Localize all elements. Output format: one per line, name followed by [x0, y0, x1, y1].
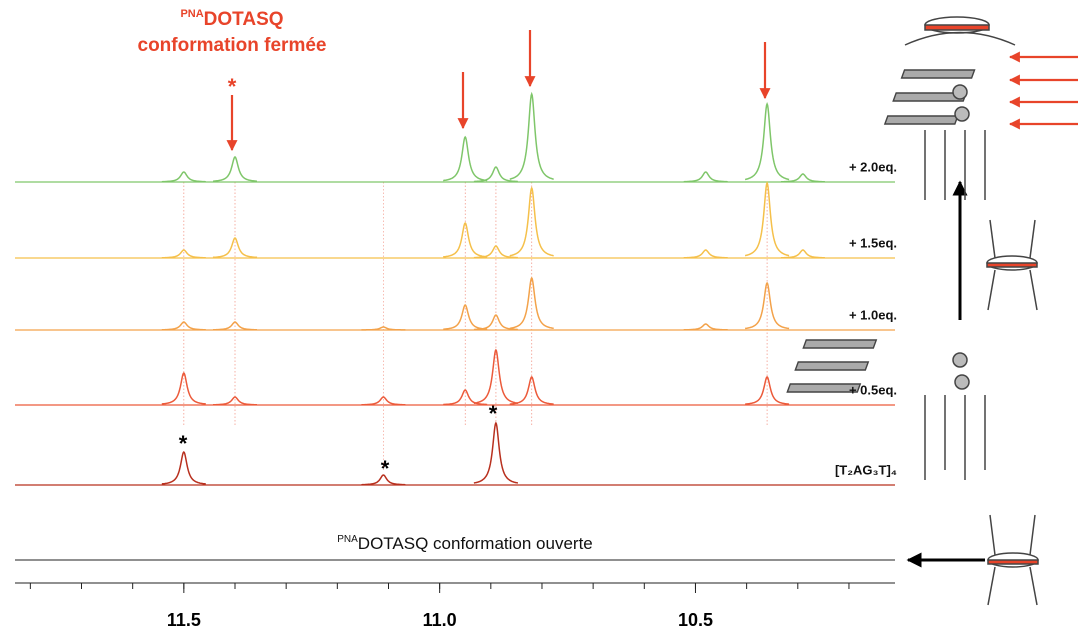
peak	[473, 245, 518, 259]
asterisks: * * *	[179, 401, 498, 481]
peak	[213, 156, 257, 182]
spectrum-label: [T₂AG₃T]₄	[835, 462, 897, 477]
peak	[443, 304, 488, 330]
peak	[509, 91, 554, 180]
superscript: PNA	[180, 8, 203, 20]
annotation-text: DOTASQ	[204, 9, 284, 30]
spectrum-label: + 0.5eq.	[849, 382, 897, 397]
peak	[161, 450, 206, 485]
peak	[744, 102, 790, 181]
peak	[509, 376, 554, 405]
peak	[443, 221, 488, 258]
svg-text:*: *	[489, 401, 498, 426]
peak	[744, 281, 790, 330]
peak	[161, 249, 206, 259]
peak	[212, 237, 258, 259]
peak	[443, 135, 488, 182]
peak	[745, 376, 790, 405]
spectrum-label: + 1.0eq.	[849, 307, 897, 322]
peak	[213, 321, 257, 331]
x-tick-label: 10.5	[678, 610, 713, 630]
peak	[744, 181, 790, 257]
peak	[213, 396, 257, 406]
peak	[473, 166, 518, 183]
peak	[683, 249, 728, 259]
peak	[509, 276, 554, 330]
peak	[161, 171, 206, 183]
x-tick-label: 11.5	[167, 610, 201, 630]
peak	[361, 474, 406, 486]
peak	[361, 326, 406, 331]
peak	[361, 396, 406, 406]
peak	[780, 249, 825, 259]
x-tick-label: 11.0	[423, 610, 457, 630]
annotation-text: DOTASQ conformation ouverte	[358, 534, 593, 553]
annotation-bottom: PNADOTASQ conformation ouverte	[337, 534, 593, 554]
peak	[509, 186, 554, 257]
superscript: PNA	[337, 534, 358, 545]
peak	[161, 321, 206, 331]
peak	[780, 173, 825, 183]
peak	[161, 371, 206, 405]
arrows	[226, 30, 1078, 152]
peak	[473, 421, 519, 484]
peak	[683, 323, 728, 331]
peak	[473, 348, 518, 404]
svg-text:*: *	[381, 456, 390, 481]
annotation-top: PNADOTASQ	[180, 8, 283, 30]
annotation-top-line2: conformation fermée	[138, 35, 327, 56]
asterisk: *	[228, 74, 237, 99]
svg-text:*: *	[179, 431, 188, 456]
peak	[443, 389, 488, 406]
spectrum-label: + 2.0eq.	[849, 159, 897, 174]
peak	[683, 171, 728, 183]
spectrum-label: + 1.5eq.	[849, 235, 897, 250]
quadruplex-cartoon	[786, 16, 1039, 606]
